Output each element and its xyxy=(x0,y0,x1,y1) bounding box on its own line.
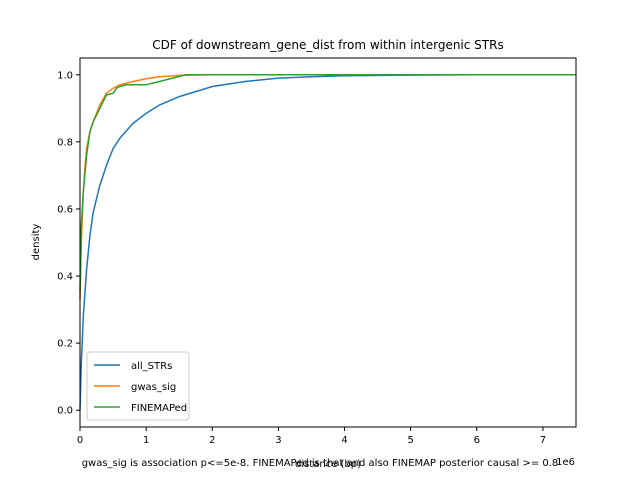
x-tick-label: 1 xyxy=(143,435,149,446)
series-line-all_STRs xyxy=(79,74,576,411)
chart-title: CDF of downstream_gene_dist from within … xyxy=(152,38,503,52)
y-axis: 0.0 0.2 0.4 0.6 0.8 1.0 xyxy=(57,70,80,417)
series-line-FINEMAPed xyxy=(79,74,576,293)
x-tick-label: 7 xyxy=(540,435,546,446)
legend-label-gwas_sig: gwas_sig xyxy=(131,382,176,393)
x-tick-label: 3 xyxy=(275,435,281,446)
y-tick-label: 1.0 xyxy=(57,70,73,81)
plot-frame xyxy=(79,57,577,428)
x-axis-offset-label: 1e6 xyxy=(556,457,575,468)
legend-box xyxy=(86,351,190,421)
x-axis: 0 1 2 3 4 5 6 7 xyxy=(77,427,546,446)
y-tick-label: 0.2 xyxy=(57,339,73,350)
y-tick-label: 0.8 xyxy=(57,137,73,148)
x-tick-label: 6 xyxy=(474,435,480,446)
x-tick-label: 5 xyxy=(407,435,413,446)
x-tick-label: 0 xyxy=(77,435,83,446)
legend: all_STRs gwas_sig FINEMAPed xyxy=(86,351,190,421)
x-tick-label: 4 xyxy=(341,435,347,446)
y-tick-label: 0.0 xyxy=(57,406,73,417)
legend-label-all_STRs: all_STRs xyxy=(131,361,172,372)
legend-label-FINEMAPed: FINEMAPed xyxy=(131,403,187,414)
series-layer xyxy=(79,74,576,411)
y-axis-label: density xyxy=(31,224,42,261)
figure-caption: gwas_sig is association p<=5e-8. FINEMAP… xyxy=(82,458,559,469)
x-tick-label: 2 xyxy=(209,435,215,446)
y-tick-label: 0.6 xyxy=(57,204,73,215)
y-tick-label: 0.4 xyxy=(57,272,73,283)
x-axis-label: distance (bp) xyxy=(295,459,361,470)
